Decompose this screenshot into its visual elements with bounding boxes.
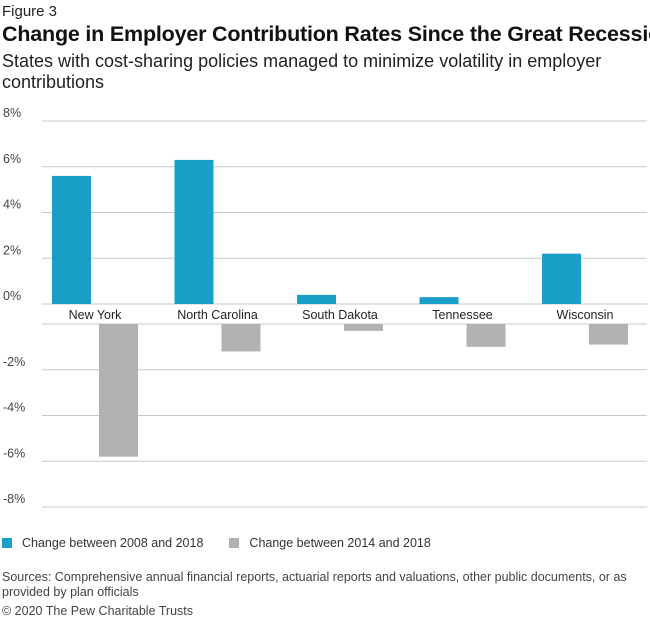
y-tick-label: 6%	[3, 152, 21, 166]
category-label: New York	[69, 308, 123, 322]
legend-item-series-2: Change between 2014 and 2018	[229, 536, 431, 550]
category-label: South Dakota	[302, 308, 378, 322]
y-tick-label: 0%	[3, 289, 21, 303]
category-label: Tennessee	[432, 308, 493, 322]
legend-swatch-series-1	[2, 538, 12, 548]
bar-series-2	[466, 324, 506, 347]
bar-series-1	[419, 297, 459, 304]
bar-series-1	[297, 294, 336, 304]
legend-item-series-1: Change between 2008 and 2018	[2, 536, 203, 550]
chart-legend: Change between 2008 and 2018 Change betw…	[2, 536, 457, 550]
sources-note: Sources: Comprehensive annual financial …	[2, 570, 627, 599]
bar-series-2	[99, 324, 138, 457]
y-tick-label: 4%	[3, 198, 21, 212]
figure-label: Figure 3	[2, 3, 58, 20]
legend-label-series-2: Change between 2014 and 2018	[249, 536, 431, 550]
legend-label-series-1: Change between 2008 and 2018	[22, 536, 204, 550]
y-tick-label: -6%	[3, 446, 25, 460]
bar-series-1	[174, 159, 214, 304]
category-label: North Carolina	[177, 308, 258, 322]
category-label: Wisconsin	[557, 308, 614, 322]
y-tick-label: 2%	[3, 243, 21, 257]
bar-series-2	[221, 324, 261, 352]
copyright-note: © 2020 The Pew Charitable Trusts	[2, 604, 194, 618]
legend-swatch-series-2	[229, 538, 240, 548]
bar-series-1	[52, 175, 91, 304]
bar-series-2	[344, 324, 383, 331]
y-tick-label: -2%	[3, 355, 25, 369]
chart-title: Change in Employer Contribution Rates Si…	[2, 22, 650, 46]
y-tick-label: 8%	[3, 106, 21, 120]
y-tick-label: -4%	[3, 401, 25, 415]
bar-series-2	[589, 324, 628, 345]
bar-series-1	[542, 253, 581, 304]
bar-chart: 8% 6% 4% 2% 0% -2% -4% -6% -8% New York North Caro…	[3, 106, 647, 508]
y-tick-label: -8%	[3, 492, 25, 506]
chart-subtitle: States with cost-sharing policies manage…	[2, 51, 602, 92]
